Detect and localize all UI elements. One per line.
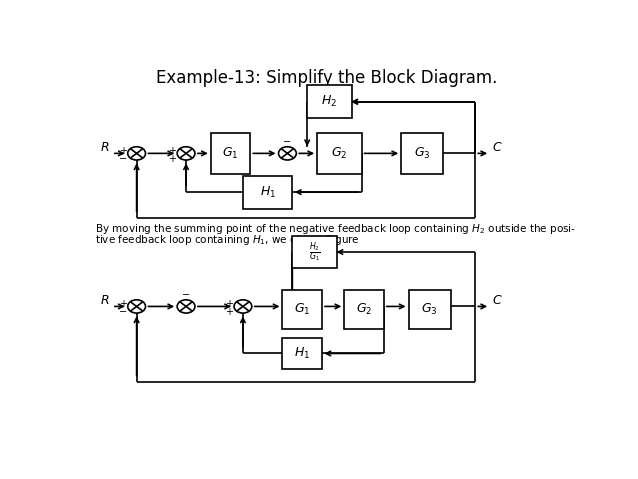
Circle shape [279, 147, 296, 160]
Text: $R$: $R$ [100, 295, 109, 308]
Text: −: − [119, 154, 127, 164]
Text: $H_1$: $H_1$ [260, 184, 276, 200]
Bar [408, 290, 450, 329]
Text: $H_2$: $H_2$ [322, 94, 338, 109]
Bar [292, 236, 337, 268]
Text: $G_1$: $G_1$ [294, 302, 311, 317]
Text: $G_2$: $G_2$ [356, 302, 372, 317]
Text: +: + [225, 299, 233, 309]
Text: $G_2$: $G_2$ [331, 146, 348, 161]
Text: $H_1$: $H_1$ [294, 346, 310, 361]
Text: −: − [283, 137, 292, 148]
Text: $R$: $R$ [100, 141, 109, 154]
Text: $C$: $C$ [492, 141, 503, 154]
Text: +: + [119, 299, 127, 309]
Text: $G_3$: $G_3$ [414, 146, 431, 161]
Bar [308, 85, 352, 118]
Text: +: + [225, 307, 233, 317]
Circle shape [128, 147, 145, 160]
Text: +: + [168, 147, 176, 156]
Bar [401, 133, 443, 174]
Text: $G_3$: $G_3$ [421, 302, 438, 317]
Text: $\frac{H_2}{G_1}$: $\frac{H_2}{G_1}$ [309, 240, 320, 264]
Bar [283, 338, 322, 369]
Circle shape [234, 300, 252, 313]
Bar [243, 175, 292, 209]
Text: +: + [119, 147, 127, 156]
Circle shape [177, 147, 195, 160]
Circle shape [128, 300, 145, 313]
Text: $G_1$: $G_1$ [223, 146, 239, 161]
Bar [345, 290, 384, 329]
Bar [211, 133, 250, 174]
Text: Example-13: Simplify the Block Diagram.: Example-13: Simplify the Block Diagram. [156, 68, 498, 87]
Text: +: + [168, 154, 176, 164]
Bar [283, 290, 322, 329]
Text: $C$: $C$ [492, 295, 503, 308]
Circle shape [177, 300, 195, 313]
Text: tive feedback loop containing $H_1$, we obtain Figure: tive feedback loop containing $H_1$, we … [94, 233, 359, 247]
Text: −: − [182, 290, 190, 300]
Bar [317, 133, 362, 174]
Text: −: − [119, 307, 127, 317]
Text: By moving the summing point of the negative feedback loop containing $H_2$ outsi: By moving the summing point of the negat… [94, 222, 575, 236]
